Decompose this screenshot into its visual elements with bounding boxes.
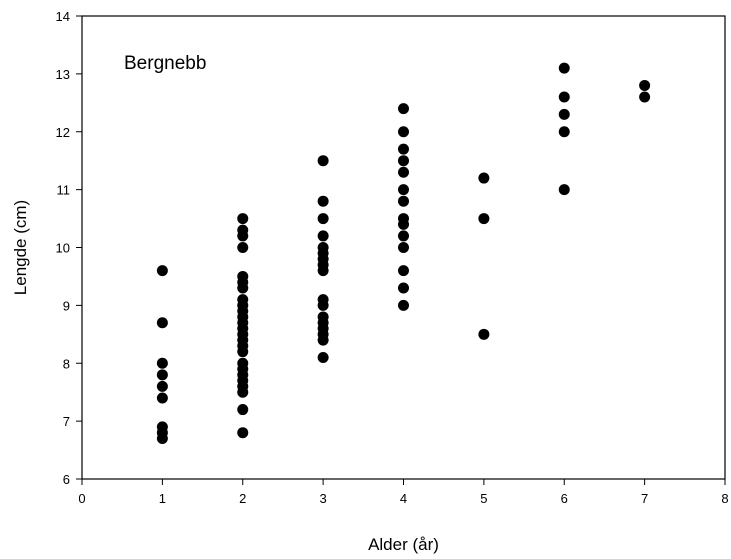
x-tick-label: 6 bbox=[561, 491, 568, 506]
chart-annotation: Bergnebb bbox=[124, 53, 206, 74]
data-point bbox=[398, 218, 409, 230]
data-points bbox=[156, 62, 651, 444]
data-point bbox=[558, 62, 570, 74]
y-tick-label: 9 bbox=[63, 298, 70, 313]
data-point bbox=[398, 184, 409, 196]
data-point bbox=[478, 213, 490, 225]
data-point bbox=[639, 91, 651, 103]
data-point bbox=[156, 392, 168, 404]
x-axis-title: Alder (år) bbox=[368, 535, 439, 554]
data-point bbox=[317, 265, 329, 277]
data-point bbox=[558, 126, 570, 138]
y-tick-label: 8 bbox=[63, 356, 70, 371]
data-point bbox=[237, 282, 249, 294]
data-point bbox=[639, 79, 651, 91]
data-point bbox=[398, 155, 409, 167]
data-point bbox=[317, 155, 329, 167]
x-axis-ticks: 0 1 2 3 4 5 6 7 8 bbox=[78, 479, 729, 506]
data-point bbox=[558, 108, 570, 120]
data-point bbox=[478, 172, 490, 184]
y-tick-label: 12 bbox=[56, 125, 70, 140]
x-tick-label: 5 bbox=[480, 491, 487, 506]
data-point bbox=[156, 369, 168, 381]
data-point bbox=[558, 91, 570, 103]
data-point bbox=[237, 427, 249, 439]
data-point bbox=[317, 195, 329, 207]
data-point bbox=[317, 213, 329, 225]
data-point bbox=[317, 299, 329, 311]
data-point bbox=[317, 351, 329, 363]
data-point bbox=[398, 166, 409, 178]
x-tick-label: 1 bbox=[159, 491, 166, 506]
data-point bbox=[398, 143, 409, 155]
data-point bbox=[156, 380, 168, 392]
data-point bbox=[478, 328, 490, 340]
data-point bbox=[237, 386, 249, 398]
y-tick-label: 10 bbox=[56, 241, 70, 256]
x-tick-label: 7 bbox=[641, 491, 648, 506]
data-point bbox=[398, 265, 409, 277]
data-point bbox=[237, 242, 249, 253]
data-point bbox=[398, 299, 409, 311]
x-tick-label: 0 bbox=[78, 491, 85, 506]
data-point bbox=[558, 184, 570, 196]
data-point bbox=[237, 404, 249, 416]
data-point bbox=[398, 242, 409, 253]
data-point bbox=[398, 126, 409, 138]
data-point bbox=[237, 230, 249, 242]
data-point bbox=[237, 213, 249, 225]
y-tick-label: 6 bbox=[63, 472, 70, 487]
y-axis-ticks: 6 7 8 9 10 11 12 13 14 bbox=[56, 9, 82, 487]
x-tick-label: 3 bbox=[320, 491, 327, 506]
y-tick-label: 14 bbox=[56, 9, 70, 24]
data-point bbox=[156, 265, 168, 277]
y-tick-label: 11 bbox=[57, 183, 71, 198]
x-tick-label: 2 bbox=[239, 491, 246, 506]
data-point bbox=[398, 195, 409, 207]
x-tick-label: 8 bbox=[721, 491, 728, 506]
data-point bbox=[156, 317, 168, 329]
data-point bbox=[398, 230, 409, 242]
data-point bbox=[317, 334, 329, 346]
y-tick-label: 7 bbox=[63, 414, 70, 429]
data-point bbox=[398, 103, 409, 115]
data-point bbox=[156, 432, 168, 444]
data-point bbox=[237, 346, 249, 358]
y-axis-title: Lengde (cm) bbox=[11, 200, 30, 295]
x-tick-label: 4 bbox=[400, 491, 407, 506]
y-tick-label: 13 bbox=[56, 67, 70, 82]
data-point bbox=[156, 357, 168, 369]
data-point bbox=[317, 230, 329, 242]
data-point bbox=[398, 282, 409, 294]
